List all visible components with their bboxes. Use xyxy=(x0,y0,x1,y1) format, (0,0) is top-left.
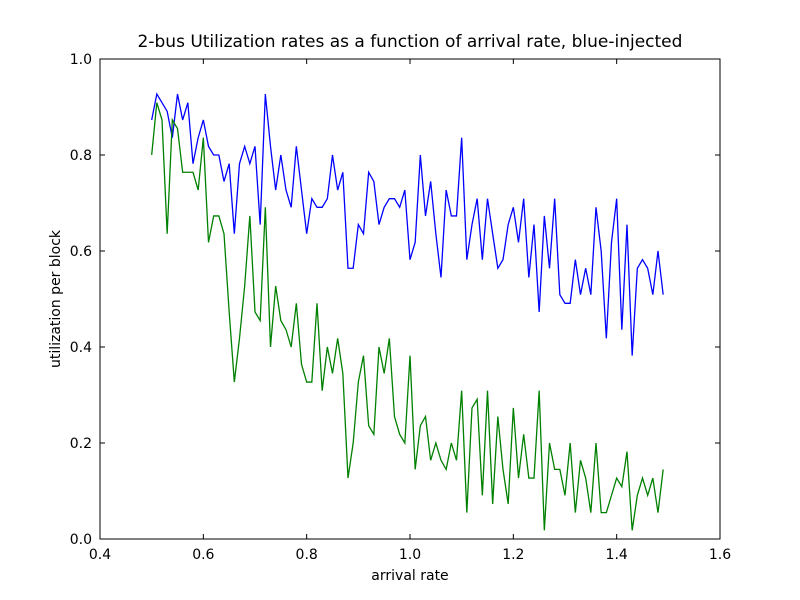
chart-title: 2-bus Utilization rates as a function of… xyxy=(138,32,683,52)
x-tick-label: 0.8 xyxy=(296,547,318,563)
y-tick-label: 0.6 xyxy=(70,244,92,260)
y-tick-label: 0.2 xyxy=(70,436,92,452)
x-tick-label: 0.6 xyxy=(192,547,214,563)
x-axis-label: arrival rate xyxy=(371,568,448,584)
x-tick-label: 1.0 xyxy=(399,547,421,563)
y-tick-label: 0.0 xyxy=(70,532,92,548)
x-tick-label: 1.6 xyxy=(709,547,731,563)
data-line xyxy=(151,102,664,531)
data-line xyxy=(151,92,664,356)
y-tick-label: 0.8 xyxy=(70,148,92,164)
x-tick-label: 1.4 xyxy=(606,547,628,563)
x-tick-label: 0.4 xyxy=(89,547,111,563)
x-tick-label: 1.2 xyxy=(502,547,524,563)
y-tick-label: 0.4 xyxy=(70,340,92,356)
y-axis-label: utilization per block xyxy=(48,229,64,368)
y-tick-label: 1.0 xyxy=(70,52,92,68)
